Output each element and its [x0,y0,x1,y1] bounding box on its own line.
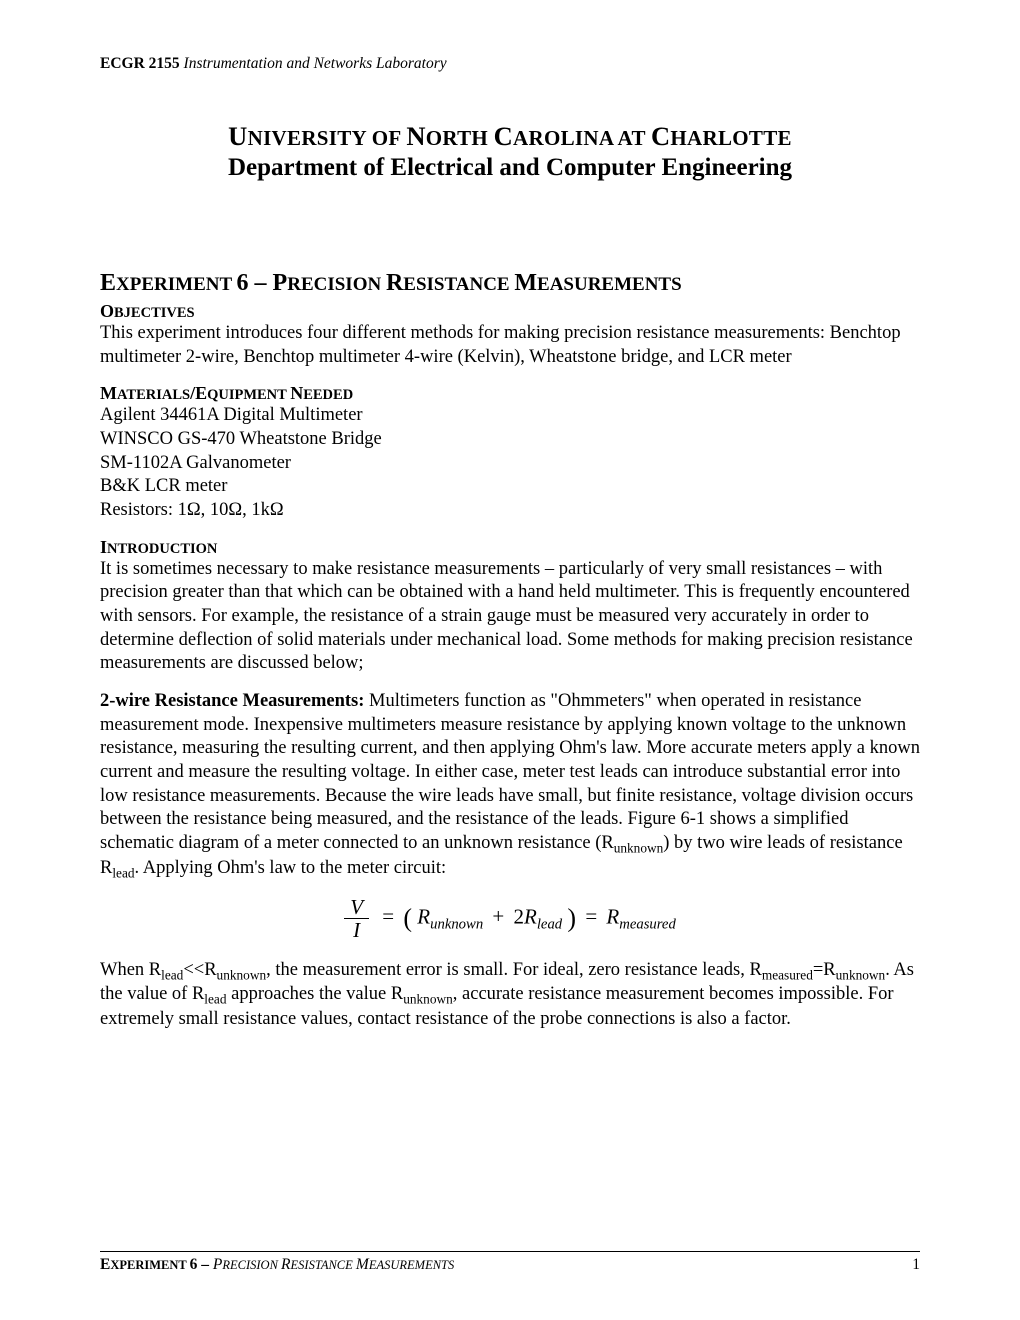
sub-unknown: unknown [430,916,483,932]
course-code: ECGR 2155 [100,55,180,72]
numerator: V [344,896,369,919]
equipment-item: Agilent 34461A Digital Multimeter [100,404,920,428]
denominator: I [344,919,369,941]
sub-unknown: unknown [217,967,267,982]
sub-lead: lead [204,992,226,1007]
closing-p6: approaches the value R [226,984,403,1004]
r-var: R [417,904,430,928]
running-header: ECGR 2155 Instrumentation and Networks L… [100,55,920,73]
footer: EXPERIMENT 6 – PRECISION RESISTANCE MEAS… [100,1251,920,1274]
fraction: V I [344,896,369,941]
university-title: UNIVERSITY OF NORTH CAROLINA AT CHARLOTT… [100,121,920,152]
r-var: R [524,904,537,928]
sub-lead: lead [161,967,183,982]
r-var: R [606,904,619,928]
sub-unknown: unknown [614,841,664,856]
equipment-item: SM-1102A Galvanometer [100,452,920,476]
equipment-item: WINSCO GS-470 Wheatstone Bridge [100,428,920,452]
department-title: Department of Electrical and Computer En… [100,154,920,182]
lparen: ( [403,903,412,932]
introduction-heading: INTRODUCTION [100,537,920,558]
equipment-item: Resistors: 1Ω, 10Ω, 1kΩ [100,499,920,523]
sub-unknown: unknown [403,992,453,1007]
closing-p4: =R [813,960,836,980]
objectives-text: This experiment introduces four differen… [100,322,920,369]
equals: = [581,904,601,928]
two: 2 [514,904,525,928]
sub-lead: lead [537,916,562,932]
page: ECGR 2155 Instrumentation and Networks L… [0,0,1020,1320]
sub-measured: measured [619,916,676,932]
course-title: Instrumentation and Networks Laboratory [184,55,447,72]
footer-title: PRECISION RESISTANCE MEASUREMENTS [213,1256,454,1273]
sub-unknown: unknown [836,967,886,982]
two-wire-lead: 2-wire Resistance Measurements: [100,691,364,711]
rparen: ) [567,903,576,932]
footer-left: EXPERIMENT 6 – PRECISION RESISTANCE MEAS… [100,1256,454,1274]
intro-para-2: 2-wire Resistance Measurements: Multimet… [100,690,920,881]
plus: + [488,904,508,928]
equation: V I = ( Runknown + 2Rlead ) = Rmeasured [100,896,920,941]
closing-p2: <<R [183,960,216,980]
footer-exp: EXPERIMENT 6 – [100,1256,213,1273]
equipment-item: B&K LCR meter [100,475,920,499]
sub-measured: measured [762,967,813,982]
experiment-heading: EXPERIMENT 6 – PRECISION RESISTANCE MEAS… [100,270,920,297]
closing-p3: , the measurement error is small. For id… [266,960,762,980]
closing-para: When Rlead<<Runknown, the measurement er… [100,959,920,1032]
intro-para-1: It is sometimes necessary to make resist… [100,558,920,676]
intro-p2-rest: Multimeters function as "Ohmmeters" when… [100,691,920,853]
materials-heading: MATERIALS/EQUIPMENT NEEDED [100,383,920,404]
intro-p2-tail: . Applying Ohm's law to the meter circui… [135,858,447,878]
page-number: 1 [912,1256,920,1274]
objectives-heading: OBJECTIVES [100,301,920,322]
closing-p1: When R [100,960,161,980]
equals: = [378,904,398,928]
sub-lead: lead [112,866,134,881]
title-block: UNIVERSITY OF NORTH CAROLINA AT CHARLOTT… [100,121,920,182]
